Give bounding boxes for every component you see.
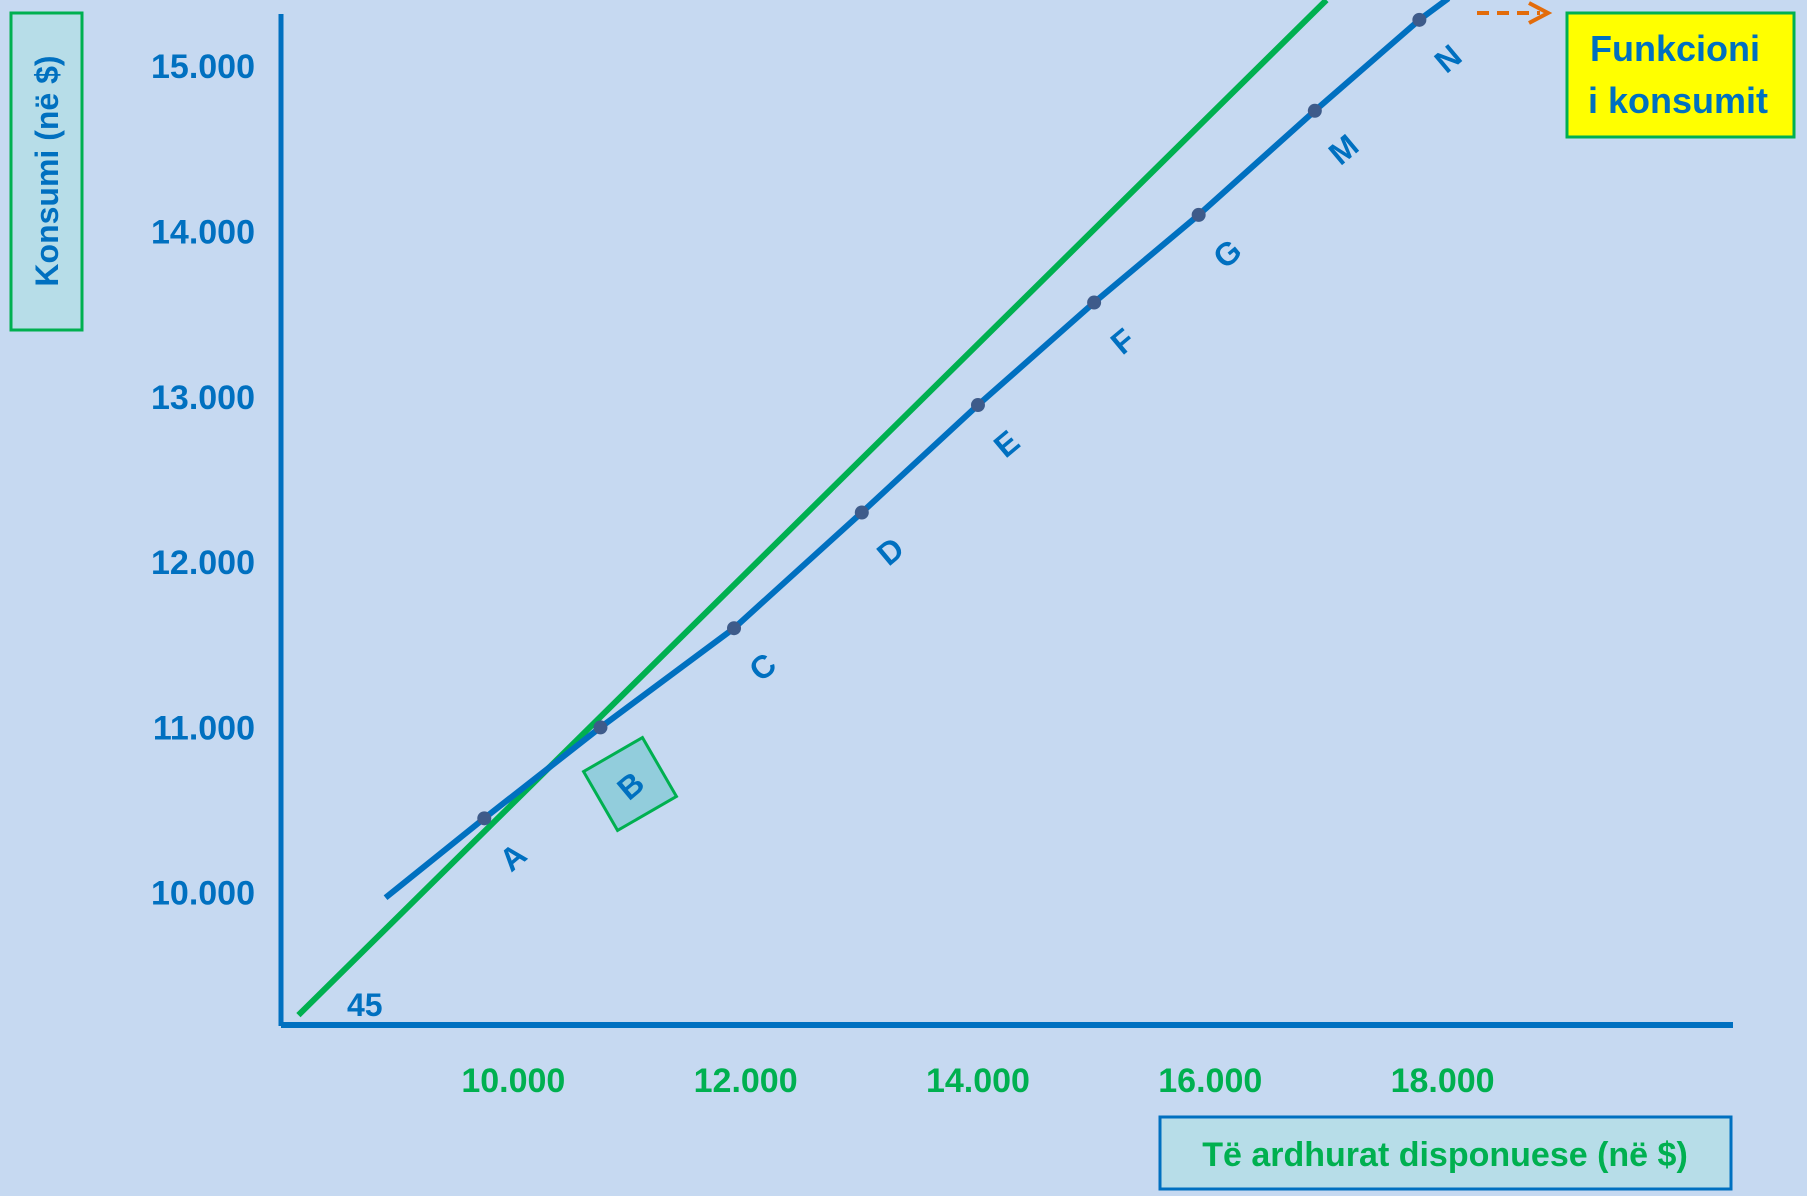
point-d <box>854 505 869 520</box>
legend-line-2: i konsumit <box>1588 80 1768 121</box>
y-tick-label-4: 14.000 <box>151 213 255 251</box>
point-label-n: N <box>1428 37 1469 79</box>
y-tick-label-5: 15.000 <box>151 48 255 86</box>
x-tick-label-2: 14.000 <box>926 1062 1030 1100</box>
point-c <box>727 621 742 636</box>
y-tick-label-1: 11.000 <box>153 709 255 747</box>
point-n <box>1412 12 1427 27</box>
x-tick-label-1: 12.000 <box>694 1062 798 1100</box>
x-axis-label-text: Të ardhurat disponuese (në $) <box>1202 1136 1688 1174</box>
y-tick-label-3: 13.000 <box>151 379 255 417</box>
y-tick-label-2: 12.000 <box>151 544 255 582</box>
point-label-a: A <box>493 836 534 878</box>
series-points <box>477 12 1427 826</box>
point-b-highlight <box>581 735 679 833</box>
point-m <box>1307 103 1322 118</box>
x-tick-label-0: 10.000 <box>461 1062 565 1100</box>
point-g <box>1191 207 1206 222</box>
reference-45-line <box>296 0 1329 1018</box>
point-label-c: C <box>742 646 783 688</box>
y-axis-label: Konsumi (në $) <box>9 11 84 332</box>
point-f <box>1087 295 1102 310</box>
point-label-g: G <box>1206 232 1248 276</box>
point-label-f: F <box>1104 321 1142 361</box>
y-axis-label-text: Konsumi (në $) <box>29 55 65 286</box>
point-b <box>593 720 608 735</box>
x-axis-label: Të ardhurat disponuese (në $) <box>1158 1115 1733 1191</box>
point-label-m: M <box>1322 127 1366 172</box>
series-lines <box>296 0 1451 1018</box>
legend-line-1: Funkcioni <box>1590 28 1760 69</box>
legend: Funkcioni i konsumit <box>1477 1 1796 139</box>
y-tick-label-0: 10.000 <box>151 875 255 913</box>
point-label-d: D <box>870 530 911 572</box>
point-label-e: E <box>987 423 1026 464</box>
ticks: 10.000 11.000 12.000 13.000 14.000 15.000 10.0… <box>151 48 1495 1100</box>
consumption-function-line <box>383 0 1451 901</box>
x-tick-label-4: 18.000 <box>1391 1062 1495 1100</box>
x-tick-label-3: 16.000 <box>1158 1062 1262 1100</box>
point-a <box>477 811 492 826</box>
angle-label: 45 <box>347 987 383 1023</box>
legend-arrow-head <box>1528 1 1553 25</box>
point-e <box>970 398 985 413</box>
